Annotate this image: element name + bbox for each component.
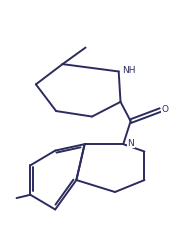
Text: N: N: [127, 139, 134, 148]
Text: NH: NH: [122, 66, 136, 75]
Text: O: O: [161, 105, 168, 114]
